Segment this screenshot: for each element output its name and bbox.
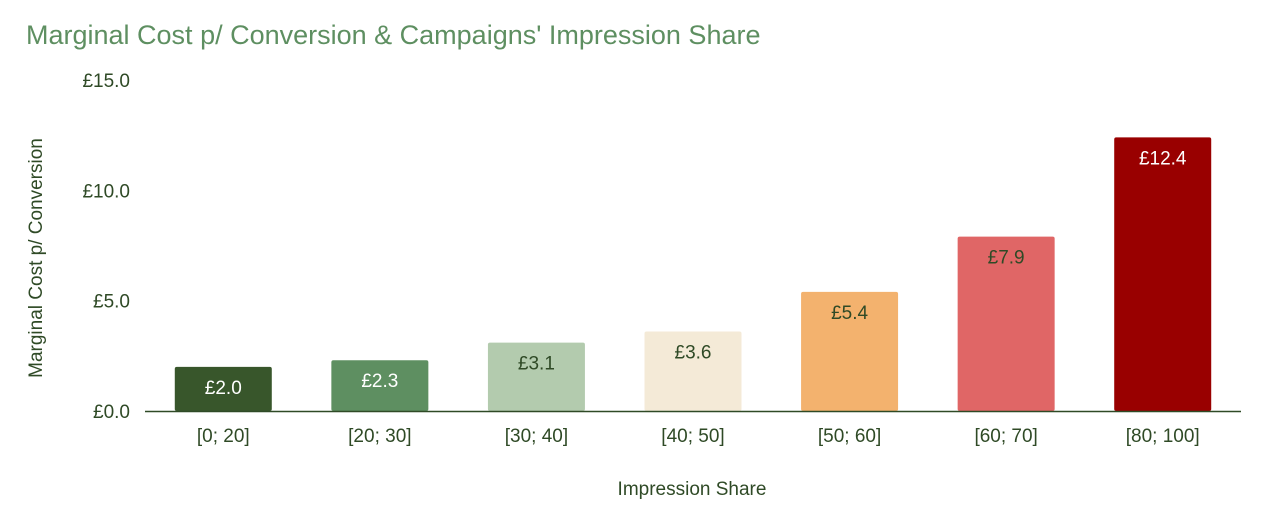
bar	[644, 331, 742, 411]
bar	[487, 342, 585, 411]
x-tick-label: [40; 50]	[661, 426, 724, 447]
bar-data-label: £5.4	[831, 303, 868, 324]
bar-data-label: £12.4	[1139, 148, 1187, 169]
x-tick-label: [20; 30]	[348, 426, 411, 447]
y-axis-ticks: £0.0 £5.0 £10.0 £15.0	[82, 71, 130, 423]
bar	[801, 291, 899, 411]
bar-data-label: £7.9	[988, 248, 1025, 269]
bar	[331, 360, 429, 411]
bar	[174, 366, 272, 411]
chart-title: Marginal Cost p/ Conversion & Campaigns'…	[26, 20, 761, 50]
x-tick-label: [0; 20]	[197, 426, 250, 447]
y-axis-title: Marginal Cost p/ Conversion	[26, 138, 47, 378]
y-tick-label: £0.0	[93, 402, 130, 423]
x-axis-ticks: [0; 20] [20; 30] [30; 40] [40; 50] [50; 60] […	[197, 426, 1200, 447]
bar-data-label: £3.1	[518, 354, 555, 375]
bar-data-label: £2.3	[361, 371, 398, 392]
y-tick-label: £15.0	[82, 71, 130, 92]
bar	[1114, 137, 1212, 411]
bars-group: £2.0 £2.3 £3.1 £3.6 £5.4 £7.9 £12.4	[174, 137, 1212, 411]
bar-data-label: £3.6	[675, 343, 712, 364]
x-tick-label: [50; 60]	[818, 426, 881, 447]
y-tick-label: £5.0	[93, 292, 130, 313]
x-axis-title: Impression Share	[618, 479, 767, 500]
y-tick-label: £10.0	[82, 181, 130, 202]
bar-data-label: £2.0	[205, 378, 242, 399]
x-tick-label: [80; 100]	[1126, 426, 1200, 447]
x-tick-label: [30; 40]	[505, 426, 568, 447]
bar	[957, 236, 1055, 411]
x-tick-label: [60; 70]	[974, 426, 1037, 447]
